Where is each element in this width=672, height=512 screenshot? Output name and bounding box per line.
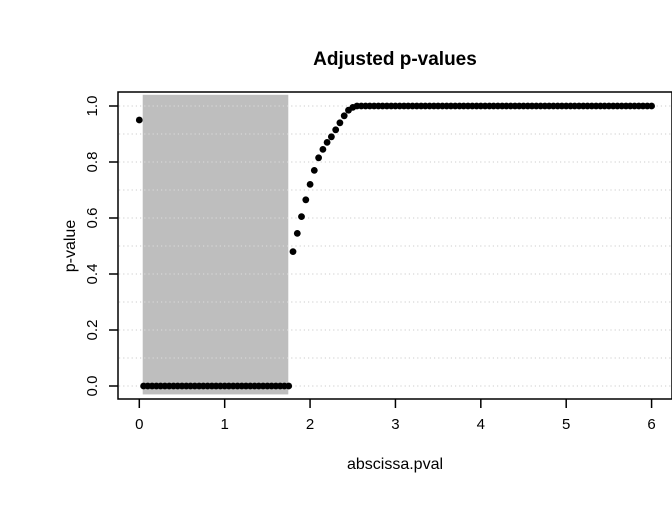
y-tick-label: 1.0 bbox=[84, 96, 101, 117]
x-tick-label: 0 bbox=[135, 416, 143, 433]
x-axis-label: abscissa.pval bbox=[347, 456, 443, 473]
data-point bbox=[323, 139, 331, 146]
x-tick-label: 6 bbox=[647, 416, 655, 433]
x-tick-label: 2 bbox=[306, 416, 314, 433]
y-axis-label: p-value bbox=[62, 220, 79, 273]
x-tick-label: 5 bbox=[562, 416, 570, 433]
y-tick-label: 0.2 bbox=[84, 320, 101, 341]
chart-title: Adjusted p-values bbox=[313, 49, 477, 70]
data-point bbox=[135, 116, 143, 124]
x-axis: 0 1 2 3 4 5 6 bbox=[135, 399, 656, 433]
y-tick-label: 0.4 bbox=[84, 264, 101, 285]
r-plot-window: 0 1 2 3 4 5 6 0.0 0.2 0.4 0.6 0.8 1.0 Adjusted p-va… bbox=[40, 16, 672, 496]
y-axis: 0.0 0.2 0.4 0.6 0.8 1.0 bbox=[84, 96, 118, 397]
data-points bbox=[135, 102, 655, 390]
data-point bbox=[306, 181, 314, 188]
x-tick-label: 1 bbox=[221, 416, 229, 433]
data-point bbox=[285, 382, 293, 390]
data-point bbox=[289, 248, 297, 256]
shaded-region bbox=[142, 94, 289, 395]
data-point bbox=[340, 112, 348, 120]
x-tick-label: 3 bbox=[391, 416, 399, 433]
y-tick-label: 0.8 bbox=[84, 152, 101, 173]
data-point bbox=[336, 119, 344, 127]
data-point bbox=[302, 196, 310, 204]
data-point bbox=[328, 133, 335, 141]
data-point bbox=[293, 230, 301, 237]
data-point bbox=[315, 154, 322, 162]
data-point bbox=[332, 126, 340, 134]
data-point bbox=[310, 167, 318, 174]
adjusted-pvalues-chart: 0 1 2 3 4 5 6 0.0 0.2 0.4 0.6 0.8 1.0 Adjusted p-va… bbox=[62, 49, 672, 473]
data-point bbox=[648, 102, 655, 110]
data-point bbox=[298, 213, 305, 221]
x-tick-label: 4 bbox=[477, 416, 485, 433]
y-tick-label: 0.0 bbox=[84, 376, 101, 397]
data-point bbox=[319, 146, 327, 153]
y-tick-label: 0.6 bbox=[84, 208, 101, 229]
